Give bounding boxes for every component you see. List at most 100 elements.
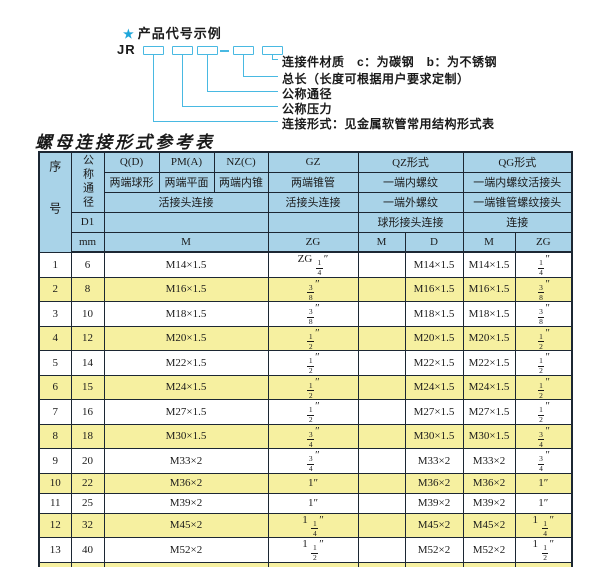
cell-no: 9 (38, 448, 72, 474)
cell-qgzg: 1 4 ″ (514, 251, 573, 278)
table-row: 4 12 M20×1.5 1 2 ″ M20×1.5 M20×1.5 1 2 ″ (38, 325, 573, 351)
cell-no: 4 (38, 325, 72, 351)
header-gz-connect: 活接头连接 (267, 191, 359, 213)
cell-qzm (357, 561, 406, 567)
cell-dn: 40 (70, 537, 105, 563)
cell-qgm: M64×2 (462, 561, 516, 567)
cell-dn: 32 (70, 512, 105, 538)
cell-qzm (357, 472, 406, 494)
cell-qgzg: 1 2 ″ (514, 399, 573, 425)
cell-qzm (357, 537, 406, 563)
cell-no: 7 (38, 399, 72, 425)
cell-dn: 6 (70, 251, 105, 278)
header-empty-2 (267, 211, 359, 233)
cell-no: 6 (38, 374, 72, 400)
cell-dn: 50 (70, 561, 105, 567)
connector-line-5 (272, 55, 278, 60)
cell-qgm: M22×1.5 (462, 350, 516, 376)
cell-qzm (357, 251, 406, 278)
cell-gz: 3 4 ″ (267, 448, 359, 474)
header-qd: Q(D) (103, 151, 160, 173)
cell-dn: 22 (70, 472, 105, 494)
reference-table: 序号 公称通径 Q(D) PM(A) NZ(C) GZ QZ形式 QG形式 两端… (38, 151, 574, 567)
cell-gz: 1″ (267, 472, 359, 494)
cell-qzm (357, 448, 406, 474)
table-row: 12 32 M45×2 1 1 4 ″ M45×2 M45×2 1 1 4 ″ (38, 512, 573, 538)
cell-dn: 18 (70, 423, 105, 449)
cell-qgzg: 1 1 4 ″ (514, 512, 573, 538)
star-icon: ★ (123, 27, 135, 41)
header-gz-desc: 两端锥管 (267, 171, 359, 193)
cell-m: M33×2 (103, 448, 269, 474)
header-union-connect: 活接头连接 (103, 191, 269, 213)
cell-no: 5 (38, 350, 72, 376)
header-qg-zg: ZG (514, 231, 573, 253)
cell-gz: 3 8 ″ (267, 301, 359, 327)
cell-qzd: M18×1.5 (404, 301, 464, 327)
cell-m: M30×1.5 (103, 423, 269, 449)
cell-qgm: M36×2 (462, 472, 516, 494)
code-prefix: JR (117, 42, 136, 57)
cell-qgzg: 3 4 ″ (514, 423, 573, 449)
cell-no: 12 (38, 512, 72, 538)
cell-qzd: M36×2 (404, 472, 464, 494)
cell-dn: 10 (70, 301, 105, 327)
cell-qzm (357, 512, 406, 538)
cell-qzd: M64×2 (404, 561, 464, 567)
cell-qzd: M20×1.5 (404, 325, 464, 351)
cell-no: 10 (38, 472, 72, 494)
cell-no: 1 (38, 251, 72, 278)
cell-qgm: M30×1.5 (462, 423, 516, 449)
cell-qzd: M24×1.5 (404, 374, 464, 400)
header-qz-desc2: 一端外螺纹 (357, 191, 464, 213)
table-row: 1450M64×22″M64×2M64×22″ (38, 561, 573, 567)
cell-gz: 1 2 ″ (267, 350, 359, 376)
cell-qzm (357, 492, 406, 514)
cell-qzd: M16×1.5 (404, 276, 464, 302)
cell-gz: 1 1 2 ″ (267, 537, 359, 563)
cell-qzm (357, 399, 406, 425)
cell-gz: 2″ (267, 561, 359, 567)
cell-qgzg: 2″ (514, 561, 573, 567)
cell-qgzg: 1″ (514, 492, 573, 514)
cell-qzm (357, 276, 406, 302)
cell-dn: 14 (70, 350, 105, 376)
cell-qgzg: 1 2 ″ (514, 374, 573, 400)
cell-qzd: M39×2 (404, 492, 464, 514)
cell-m: M24×1.5 (103, 374, 269, 400)
table-row: 3 10 M18×1.5 3 8 ″ M18×1.5 M18×1.5 3 8 ″ (38, 301, 573, 327)
header-qz-m: M (357, 231, 406, 253)
cell-m: M22×1.5 (103, 350, 269, 376)
table-title: 螺母连接形式参考表 (35, 133, 215, 152)
cell-m: M16×1.5 (103, 276, 269, 302)
cell-qgm: M45×2 (462, 512, 516, 538)
cell-gz: 3 4 ″ (267, 423, 359, 449)
cell-dn: 20 (70, 448, 105, 474)
code-label-length: 总长（长度可根据用户要求定制） (282, 72, 470, 86)
cell-qgm: M16×1.5 (462, 276, 516, 302)
cell-no: 13 (38, 537, 72, 563)
cell-gz: 1″ (267, 492, 359, 514)
cell-qgzg: 1″ (514, 472, 573, 494)
table-row: 7 16 M27×1.5 1 2 ″ M27×1.5 M27×1.5 1 2 ″ (38, 399, 573, 425)
header-empty-1 (103, 211, 269, 233)
code-label-material: 连接件材质 c：为碳钢 b：为不锈钢 (282, 55, 498, 69)
code-box-3 (197, 46, 218, 55)
cell-gz: 1 2 ″ (267, 399, 359, 425)
header-gz: GZ (267, 151, 359, 173)
cell-m: M52×2 (103, 537, 269, 563)
cell-qgm: M20×1.5 (462, 325, 516, 351)
header-pma-desc: 两端平面 (158, 171, 215, 193)
code-box-2 (172, 46, 193, 55)
cell-gz: 1 2 ″ (267, 325, 359, 351)
table-header: 序号 公称通径 Q(D) PM(A) NZ(C) GZ QZ形式 QG形式 两端… (38, 151, 573, 253)
header-zg: ZG (267, 231, 359, 253)
code-box-1 (143, 46, 164, 55)
cell-qzm (357, 325, 406, 351)
diagram-title: ★ 产品代号示例 (123, 23, 222, 42)
cell-qgm: M27×1.5 (462, 399, 516, 425)
header-qg-desc3: 连接 (462, 211, 573, 233)
header-qz-desc: 一端内螺纹 (357, 171, 464, 193)
header-qg-desc2: 一端锥管螺纹接头 (462, 191, 573, 213)
cell-qgzg: 1 2 ″ (514, 325, 573, 351)
